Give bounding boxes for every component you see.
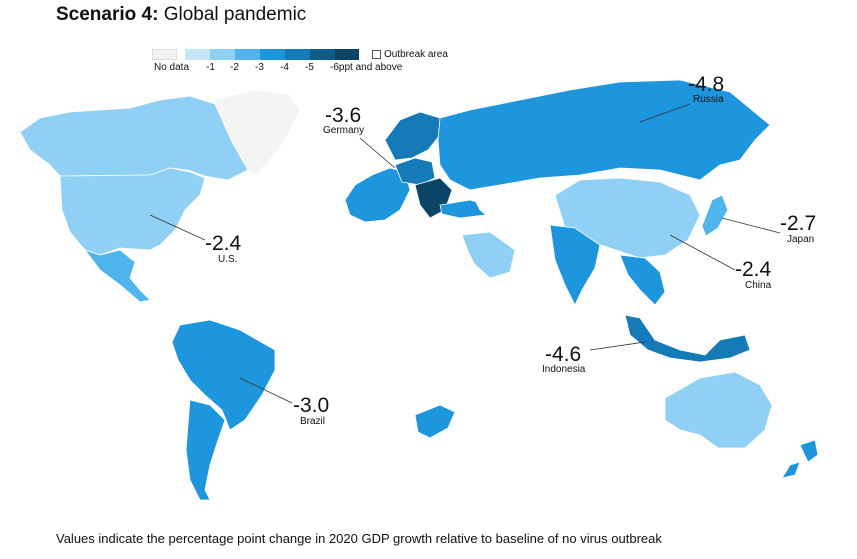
- leader-china: [669, 234, 736, 271]
- indonesia: [624, 314, 751, 363]
- russia: [437, 79, 771, 191]
- leader-brazil: [239, 377, 293, 404]
- legend-swatch-6-plus: [335, 49, 359, 60]
- label-china: China: [745, 280, 772, 291]
- legend-swatch-5: [285, 49, 310, 60]
- southeast-asia: [619, 254, 666, 306]
- mexico: [83, 249, 151, 303]
- legend-label-6: -6ppt and above: [330, 62, 403, 73]
- usa: [59, 167, 206, 256]
- value-indonesia: -4.6: [545, 343, 581, 366]
- legend-label-5: -5: [305, 62, 314, 73]
- leader-japan: [721, 217, 781, 234]
- legend-swatch-4: [260, 49, 285, 60]
- legend-swatch-1: [185, 49, 210, 60]
- japan: [701, 194, 729, 237]
- legend-label-4: -4: [280, 62, 289, 73]
- chart-title: Scenario 4: Global pandemic: [56, 4, 306, 26]
- value-russia: -4.8: [688, 73, 724, 96]
- australia: [664, 371, 773, 449]
- legend-outbreak-label: Outbreak area: [384, 49, 448, 60]
- argentina: [185, 399, 226, 501]
- value-germany: -3.6: [325, 104, 361, 127]
- label-japan: Japan: [787, 234, 814, 245]
- western-europe: [344, 167, 411, 223]
- title-bold: Scenario 4:: [56, 4, 159, 25]
- legend-outbreak-box: [372, 50, 381, 59]
- leader-us: [149, 214, 206, 241]
- label-brazil: Brazil: [300, 416, 325, 427]
- footer-note: Values indicate the percentage point cha…: [56, 531, 662, 546]
- india: [549, 224, 601, 306]
- scandinavia: [384, 111, 441, 161]
- value-china: -2.4: [735, 258, 772, 281]
- new-zealand: [781, 439, 819, 479]
- label-germany: Germany: [323, 125, 364, 136]
- legend-swatch-2: [210, 49, 235, 60]
- africa: [324, 221, 501, 421]
- legend-swatch-no-data: [152, 49, 177, 60]
- canada: [19, 95, 249, 181]
- leader-germany: [359, 137, 396, 169]
- label-russia: Russia: [693, 94, 724, 105]
- legend-swatch-3: [235, 49, 260, 60]
- label-us: U.S.: [218, 254, 237, 265]
- central-asia: [469, 177, 556, 226]
- south-africa: [414, 404, 456, 439]
- value-brazil: -3.0: [293, 394, 329, 417]
- label-indonesia: Indonesia: [542, 364, 586, 375]
- germany: [394, 157, 436, 186]
- value-us: -2.4: [205, 232, 242, 255]
- value-japan: -2.7: [780, 212, 816, 235]
- brazil: [171, 319, 276, 431]
- leader-russia: [639, 103, 691, 123]
- legend-label-2: -2: [230, 62, 239, 73]
- title-rest: Global pandemic: [158, 4, 307, 25]
- legend-label-1: -1: [206, 62, 215, 73]
- legend-label-no-data: No data: [154, 62, 190, 73]
- legend-swatch-6: [310, 49, 335, 60]
- leader-indonesia: [589, 341, 646, 351]
- legend-label-3: -3: [255, 62, 264, 73]
